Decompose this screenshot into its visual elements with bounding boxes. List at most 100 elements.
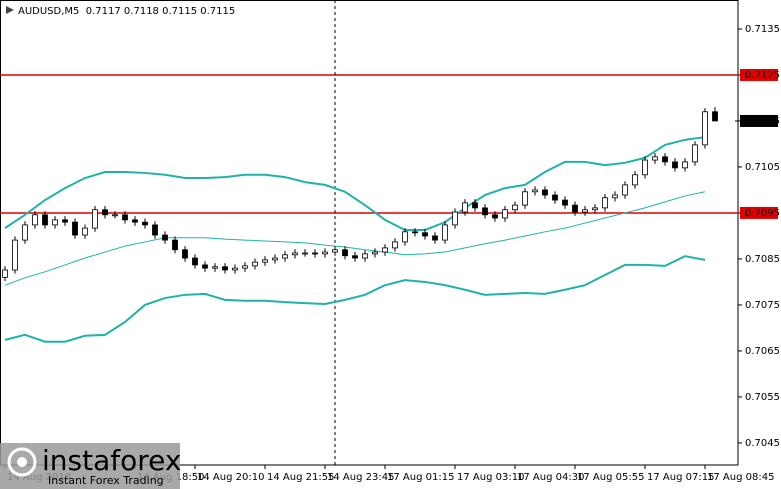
candle-body [532,189,538,193]
candle-body [522,191,528,206]
candle-body [622,184,628,196]
candle-body [182,249,188,259]
candle-body [92,209,98,229]
candle-body [142,221,148,226]
candle-body [662,156,668,163]
candle-body [632,174,638,186]
candle-body [62,219,68,223]
candle-body [172,239,178,251]
x-tick-label: 17 Aug 01:15 [387,472,454,483]
y-tick-label: 0.7075 [745,300,780,311]
candle-body [2,269,8,278]
watermark-brand: instaforex [42,444,181,477]
candle-body [492,214,498,219]
candle-body [472,202,478,209]
candle-body [512,204,518,211]
candle-body [222,266,228,271]
y-tick-label: 0.7085 [745,254,780,265]
candle-body [322,251,328,255]
candle-body [642,159,648,176]
y-tick-label: 0.7125 [745,70,780,81]
candle-body [602,197,608,209]
candle-body [412,231,418,234]
candle-body [12,239,18,271]
candle-body [302,252,308,255]
candle-body [592,207,598,211]
candle-body [702,111,708,146]
candle-body [682,161,688,169]
candle-body [462,202,468,213]
candle-body [132,219,138,223]
level-price-box [740,68,778,81]
candle-body [582,209,588,213]
candle-body [272,257,278,261]
watermark-logo [7,447,37,477]
candle-body [242,265,248,269]
candle-body [402,231,408,243]
candle-body [352,255,358,259]
candle-body [72,221,78,236]
candle-body [422,232,428,237]
candle-body [292,252,298,256]
candle-body [692,144,698,163]
x-tick-label: 17 Aug 08:45 [707,472,774,483]
x-tick-label: 17 Aug 04:30 [517,472,584,483]
candle-body [382,247,388,253]
candle-body [282,254,288,259]
y-tick-label: 0.7115 [745,116,780,127]
title-icon [6,6,14,14]
candle-body [202,264,208,269]
x-tick-label: 14 Aug 21:55 [267,472,334,483]
candle-body [122,214,128,221]
candle-body [452,211,458,226]
candle-body [392,241,398,249]
x-tick-label: 14 Aug 20:10 [197,472,264,483]
band-upper [4,136,706,231]
candle-body [82,227,88,236]
candle-body [42,214,48,226]
y-tick-label: 0.7045 [745,438,780,449]
candle-body [262,259,268,263]
candle-body [482,207,488,216]
band-lower [4,255,706,343]
candle-body [252,261,258,267]
candle-body [372,251,378,255]
candle-body [362,253,368,259]
chart-title: AUDUSD,M5 0.7117 0.7118 0.7115 0.7115 [18,6,235,17]
candle-body [102,209,108,216]
watermark-logo-dot [17,457,27,467]
level-price-box [740,206,778,219]
candle-body [562,199,568,206]
current-price-box [740,114,778,127]
candle-body [232,267,238,271]
candle-body [542,189,548,196]
candle-body [552,194,558,201]
plot-frame [0,0,739,466]
candle-body [312,252,318,255]
candle-body [22,224,28,241]
candle-body [652,156,658,161]
candle-body [32,214,38,226]
x-tick-label: 17 Aug 03:10 [457,472,524,483]
candle-body [442,224,448,241]
candle-body [432,235,438,241]
y-tick-label: 0.7065 [745,346,780,357]
candle-body [332,249,338,253]
candle-body [502,209,508,219]
candle-body [112,214,118,217]
candle-body [192,257,198,266]
band-middle [4,191,706,286]
y-tick-label: 0.7105 [745,162,780,173]
candle-body [342,249,348,257]
candle-body [212,266,218,269]
y-tick-label: 0.7135 [745,24,780,35]
candle-body [672,161,678,169]
candle-body [162,234,168,241]
candle-body [152,224,158,236]
y-tick-label: 0.7095 [745,208,780,219]
candle-body [712,111,718,122]
